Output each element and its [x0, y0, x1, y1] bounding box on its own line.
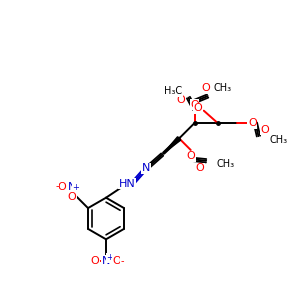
Text: H₃C: H₃C	[164, 86, 182, 96]
Text: +: +	[106, 253, 113, 262]
Text: N: N	[142, 164, 150, 173]
Text: CH₃: CH₃	[217, 159, 235, 169]
Text: -: -	[56, 182, 59, 191]
Text: CH₃: CH₃	[269, 135, 287, 145]
Text: O: O	[190, 100, 199, 110]
Text: CH₃: CH₃	[214, 83, 232, 93]
Text: HN: HN	[118, 179, 135, 189]
Text: O: O	[193, 103, 202, 113]
Text: -: -	[120, 256, 124, 266]
Text: O: O	[176, 95, 185, 105]
Text: O: O	[58, 182, 66, 191]
Text: N: N	[102, 256, 110, 266]
Polygon shape	[164, 137, 181, 153]
Text: O: O	[186, 151, 195, 161]
Text: O: O	[112, 256, 121, 266]
Text: O: O	[68, 192, 76, 202]
Text: N: N	[68, 182, 76, 191]
Text: O: O	[260, 125, 269, 135]
Text: O: O	[248, 118, 257, 128]
Text: O: O	[196, 164, 204, 173]
Text: O: O	[202, 83, 211, 93]
Text: O: O	[91, 256, 100, 266]
Text: +: +	[72, 183, 79, 192]
